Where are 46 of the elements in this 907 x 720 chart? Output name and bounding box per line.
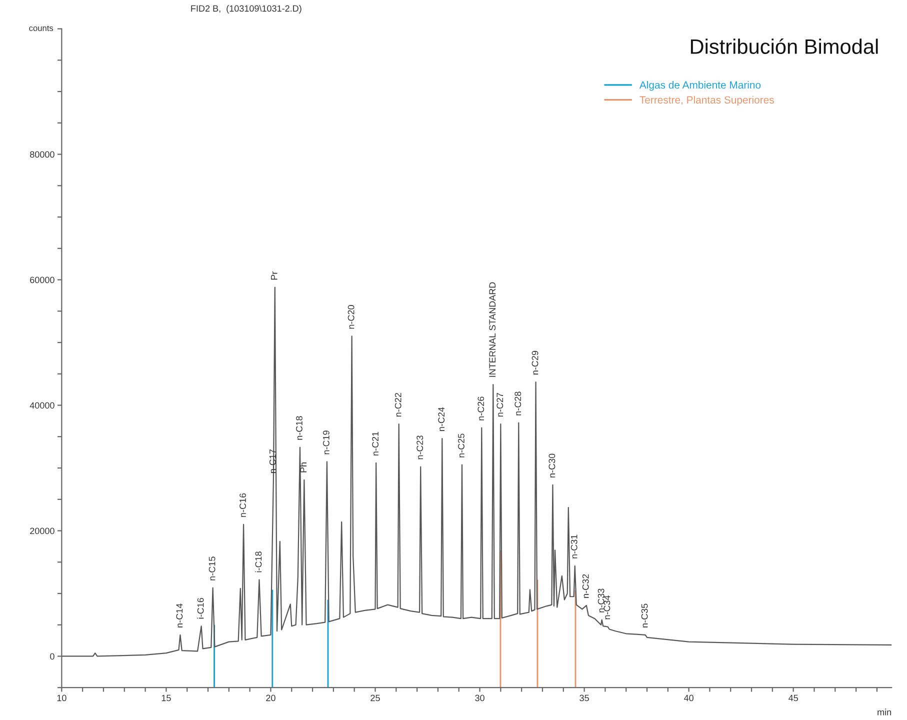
legend-label: Terrestre, Plantas Superiores bbox=[640, 96, 774, 106]
chart-title: Distribución Bimodal bbox=[690, 38, 878, 54]
y-tick-label: 60000 bbox=[30, 276, 54, 284]
annotation: n-C26 bbox=[478, 396, 484, 420]
annotation: n-C17 bbox=[269, 449, 276, 474]
annotation: i-C18 bbox=[255, 552, 262, 572]
annotation: n-C22 bbox=[394, 393, 402, 417]
legend-label: Algas de Ambiente Marino bbox=[639, 80, 761, 91]
x-tick-label: 35 bbox=[580, 694, 589, 702]
annotation: n-C28 bbox=[514, 392, 522, 416]
y-tick-label: 0 bbox=[50, 653, 54, 660]
y-tick-label: 80000 bbox=[30, 151, 54, 158]
annotation: n-C35 bbox=[641, 604, 648, 628]
annotation: n-C30 bbox=[548, 454, 556, 478]
annotation: n-C20 bbox=[348, 305, 354, 329]
annotation: n-C31 bbox=[570, 534, 578, 558]
x-tick-label: 10 bbox=[57, 694, 66, 702]
annotation: INTERNAL STANDARD bbox=[489, 282, 496, 377]
annotation: n-C27 bbox=[496, 393, 504, 417]
chart-subtitle: FID2 B, (103109\1031-2.D) bbox=[191, 5, 302, 14]
annotation: Pr bbox=[271, 271, 278, 280]
annotation: n-C16 bbox=[240, 493, 246, 517]
annotation: i-C16 bbox=[197, 598, 204, 619]
annotation: n-C33 bbox=[598, 588, 604, 612]
annotation: n-C19 bbox=[322, 430, 330, 454]
y-tick-label: 20000 bbox=[30, 528, 54, 534]
annotation: n-C32 bbox=[582, 574, 589, 598]
annotation: Ph bbox=[300, 462, 306, 472]
annotation: n-C15 bbox=[208, 556, 216, 580]
x-tick-label: 15 bbox=[162, 694, 171, 702]
annotation: n-C29 bbox=[532, 350, 538, 374]
annotation: n-C23 bbox=[416, 436, 424, 460]
annotation: n-C34 bbox=[604, 595, 610, 620]
annotation: n-C18 bbox=[296, 416, 302, 440]
x-axis-title: min bbox=[878, 708, 891, 716]
y-axis-title: counts bbox=[29, 26, 54, 32]
y-tick-label: 40000 bbox=[30, 402, 54, 409]
annotation: n-C24 bbox=[438, 407, 445, 431]
x-tick-label: 20 bbox=[266, 694, 276, 702]
annotation: n-C25 bbox=[458, 434, 464, 458]
annotation: n-C21 bbox=[372, 432, 378, 456]
x-tick-label: 25 bbox=[370, 694, 380, 702]
x-tick-label: 40 bbox=[684, 694, 694, 702]
x-tick-label: 45 bbox=[788, 694, 798, 702]
annotation: n-C14 bbox=[176, 604, 183, 628]
x-tick-label: 30 bbox=[475, 694, 484, 702]
